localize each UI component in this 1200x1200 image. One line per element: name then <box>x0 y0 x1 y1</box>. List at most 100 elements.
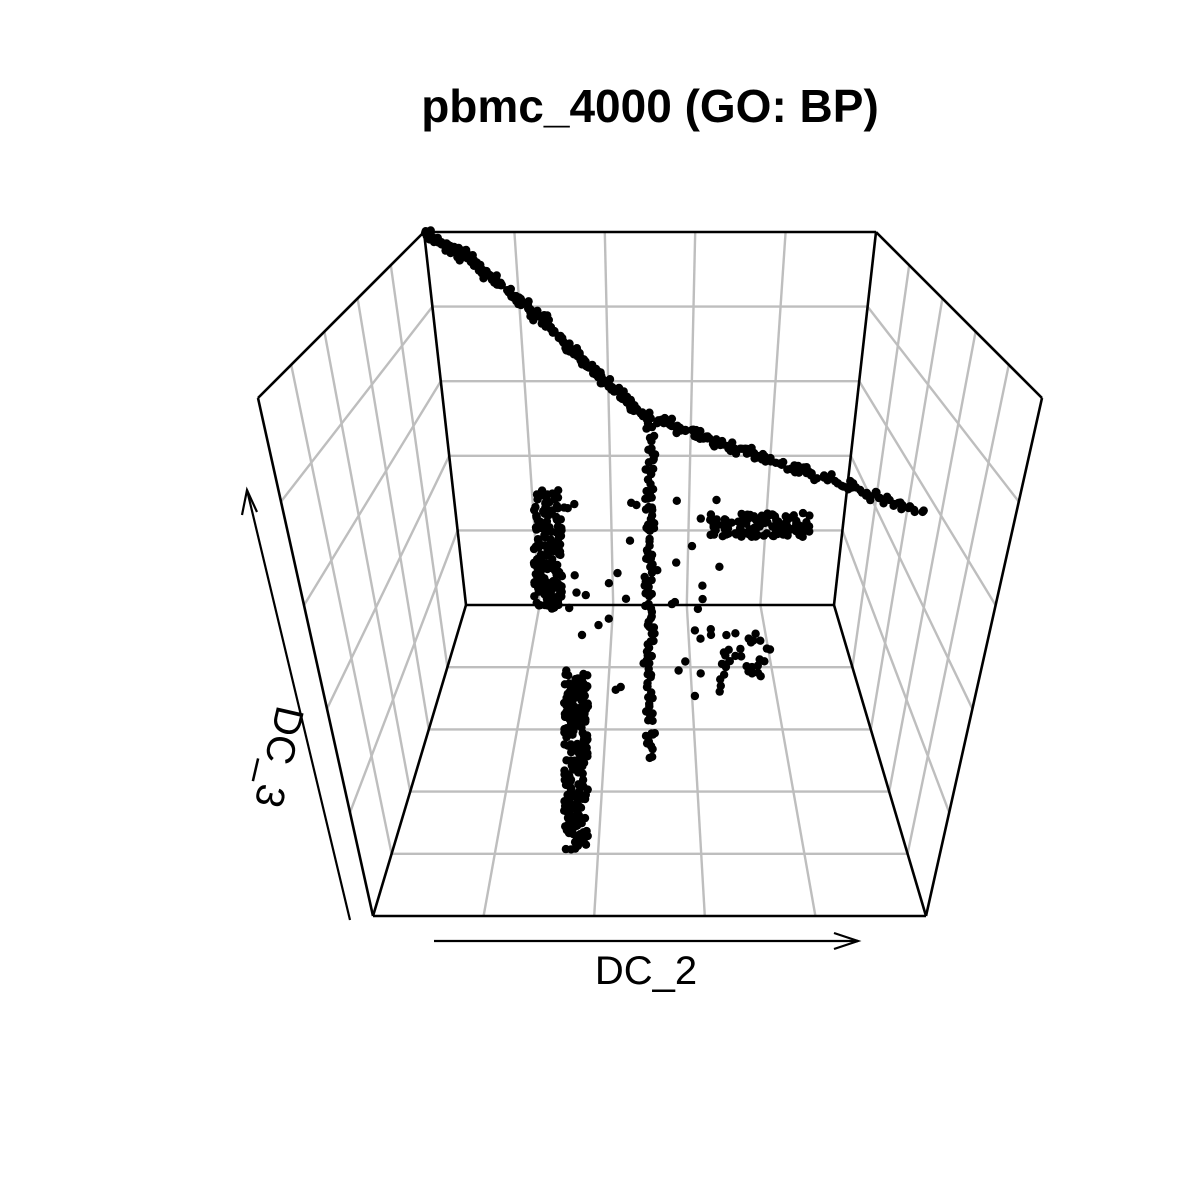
data-point <box>554 600 563 610</box>
data-point <box>583 671 592 680</box>
data-point <box>573 674 583 683</box>
data-point <box>918 507 927 517</box>
data-point <box>566 845 576 854</box>
data-point <box>737 652 746 661</box>
data-point <box>647 437 656 446</box>
data-point <box>693 604 703 614</box>
data-point <box>556 550 565 560</box>
chart-title: pbmc_4000 (GO: BP) <box>421 80 879 132</box>
data-point <box>777 460 786 469</box>
data-point <box>648 485 658 494</box>
data-point <box>569 726 578 736</box>
data-point <box>696 426 705 436</box>
data-point <box>805 511 814 520</box>
data-point <box>532 598 541 607</box>
data-point <box>579 829 588 838</box>
box-edge <box>256 397 375 917</box>
box-edge <box>875 231 1043 399</box>
data-point <box>613 568 622 578</box>
grid-line <box>906 364 1010 855</box>
data-point <box>745 527 755 536</box>
data-point <box>897 505 906 514</box>
data-point <box>804 522 814 531</box>
data-point <box>581 840 591 849</box>
data-point <box>698 581 707 590</box>
data-point <box>530 560 539 569</box>
data-point <box>672 558 681 567</box>
data-point <box>560 680 570 689</box>
data-point <box>572 588 581 597</box>
grid-line <box>759 231 787 606</box>
data-point <box>541 533 550 542</box>
data-point <box>643 682 652 691</box>
data-point <box>639 411 648 421</box>
data-point <box>533 311 542 321</box>
data-point <box>620 395 629 404</box>
data-point <box>866 495 875 505</box>
data-point <box>625 536 635 545</box>
data-point <box>733 528 743 538</box>
data-point <box>721 530 731 539</box>
data-point <box>561 670 570 679</box>
data-point <box>594 620 603 630</box>
data-point <box>542 517 552 526</box>
data-point <box>751 629 760 638</box>
data-point <box>698 594 707 604</box>
data-point <box>530 592 539 601</box>
data-point <box>566 777 575 786</box>
data-point <box>721 651 730 660</box>
data-point <box>766 453 775 463</box>
grid-line <box>280 305 434 503</box>
data-point <box>553 522 563 531</box>
data-point <box>743 515 752 524</box>
data-point <box>566 810 575 819</box>
data-point <box>569 681 579 690</box>
data-point <box>563 823 573 832</box>
data-point <box>696 514 705 523</box>
data-point <box>744 667 753 676</box>
data-point <box>681 425 690 435</box>
data-point <box>639 659 648 668</box>
data-point <box>548 327 558 336</box>
data-point <box>554 533 564 542</box>
data-point <box>751 532 760 541</box>
grid-line <box>888 331 977 792</box>
data-point <box>645 622 654 632</box>
data-point <box>812 474 822 483</box>
data-point <box>762 529 771 538</box>
data-point <box>557 592 566 601</box>
x-axis-arrowhead <box>833 931 862 951</box>
data-point <box>640 581 649 590</box>
data-point <box>696 669 705 678</box>
data-point <box>570 499 579 509</box>
data-point <box>649 636 658 646</box>
grid-line <box>841 529 951 813</box>
data-point <box>791 527 801 536</box>
box-edge <box>257 231 425 399</box>
data-point <box>537 580 546 589</box>
data-point <box>581 717 590 726</box>
data-point <box>577 630 587 640</box>
y-axis-arrowhead <box>240 486 259 516</box>
data-point <box>581 590 590 600</box>
data-point <box>573 720 582 729</box>
box-edge <box>924 397 1044 917</box>
data-point <box>856 485 865 495</box>
data-point <box>572 810 582 820</box>
data-point <box>798 508 808 518</box>
data-point <box>583 682 592 691</box>
data-point <box>541 490 551 500</box>
data-point <box>715 562 724 571</box>
data-point <box>648 709 657 718</box>
data-point <box>576 756 585 765</box>
data-point <box>632 500 641 510</box>
data-point <box>823 476 832 485</box>
data-point <box>616 682 625 692</box>
data-point <box>672 496 681 505</box>
data-point <box>538 557 547 567</box>
data-point <box>537 523 546 533</box>
data-point <box>703 432 712 441</box>
data-point <box>736 644 745 654</box>
data-point <box>560 740 569 749</box>
